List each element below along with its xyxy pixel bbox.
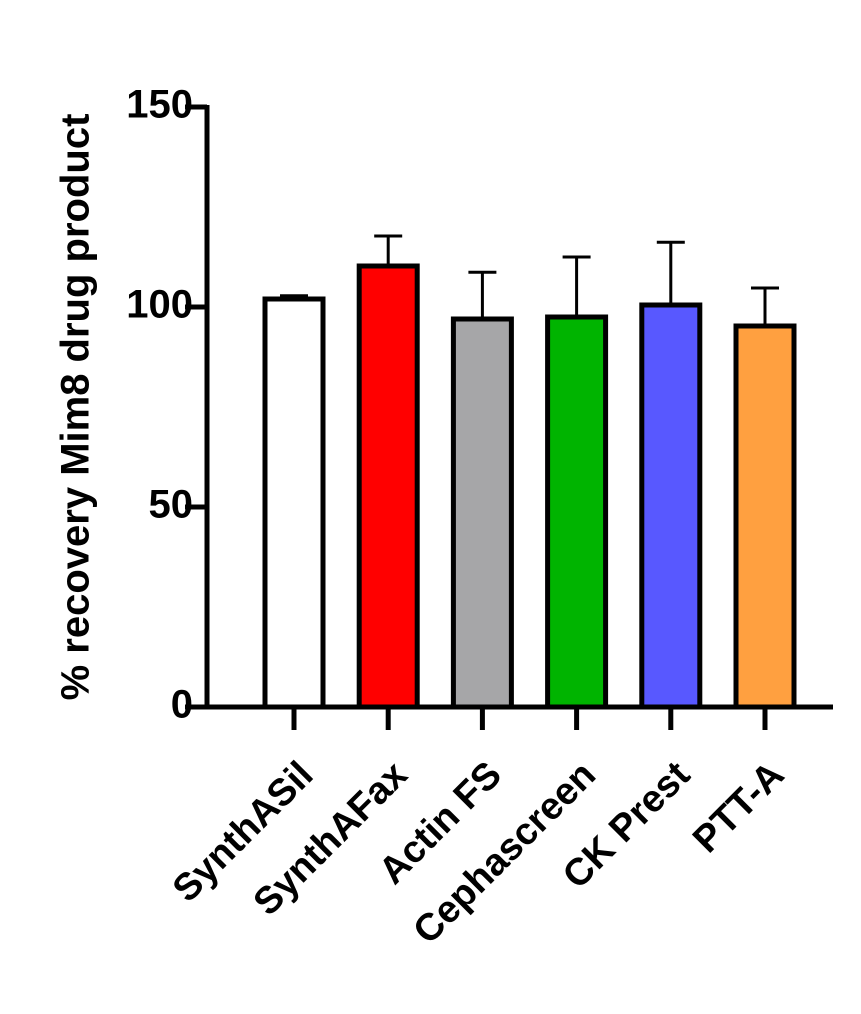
y-tick-label: 50 [149,483,194,527]
bar [639,302,703,710]
y-tick-label: 150 [126,83,193,127]
bar [733,323,797,710]
x-tick-label: PTT-A [685,754,792,861]
y-tick-label: 0 [171,683,193,727]
bar [545,314,609,710]
bar [450,316,514,710]
bar [262,296,326,710]
bar [356,263,420,710]
y-axis-label: % recovery Mim8 drug product [54,114,98,701]
y-tick-label: 100 [126,283,193,327]
